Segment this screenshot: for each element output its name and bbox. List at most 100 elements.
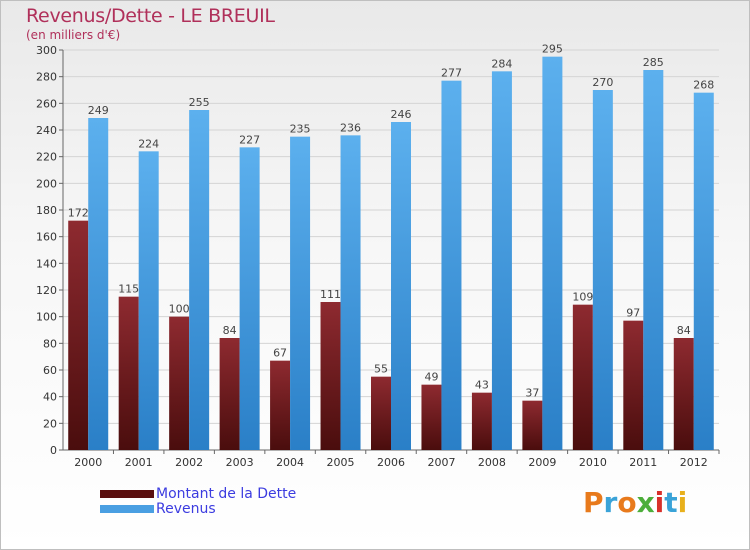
bar-dette	[421, 384, 442, 450]
logo-letter: P	[583, 486, 604, 519]
legend: Montant de la Dette Revenus	[100, 485, 297, 517]
logo-letter: r	[603, 486, 618, 519]
data-label-dette: 84	[223, 324, 237, 337]
y-tick-label: 180	[36, 204, 57, 217]
data-label-dette: 97	[626, 307, 640, 320]
bar-dette	[623, 320, 644, 450]
bars	[68, 56, 714, 451]
bar-revenus	[592, 90, 613, 450]
bar-dette	[371, 376, 391, 450]
data-labels: 172 249 115 224 100 255 84 227 67 235 111 236 55 246 4…	[68, 43, 715, 400]
data-label-dette: 111	[320, 288, 341, 301]
proxiti-logo: Proxiti	[583, 486, 687, 519]
y-tick-label: 220	[36, 151, 57, 164]
data-label-revenus: 295	[542, 43, 563, 56]
data-label-dette: 115	[118, 283, 139, 296]
bar-dette	[68, 220, 89, 450]
bar-revenus	[491, 71, 512, 450]
logo-letter: i	[654, 486, 665, 519]
bar-revenus	[239, 147, 260, 451]
data-label-dette: 49	[424, 371, 438, 384]
data-label-dette: 109	[572, 291, 593, 304]
data-label-revenus: 285	[643, 56, 664, 69]
data-label-revenus: 246	[391, 108, 412, 121]
x-tick-label: 2007	[427, 456, 455, 469]
data-label-dette: 43	[475, 379, 489, 392]
data-label-dette: 100	[169, 303, 190, 316]
bar-revenus	[340, 135, 361, 451]
data-label-revenus: 277	[441, 67, 462, 80]
x-tick-label: 2009	[528, 456, 556, 469]
y-tick-label: 60	[43, 364, 57, 377]
data-label-revenus: 284	[491, 57, 512, 70]
y-tick-label: 280	[36, 71, 57, 84]
y-tick-label: 20	[43, 417, 57, 430]
data-label-dette: 84	[677, 324, 691, 337]
x-tick-label: 2010	[579, 456, 607, 469]
x-tick-label: 2002	[175, 456, 203, 469]
bar-dette	[169, 316, 190, 450]
y-tick-label: 160	[36, 231, 57, 244]
x-tick-label: 2003	[226, 456, 254, 469]
bar-dette	[522, 400, 543, 450]
bar-revenus	[88, 118, 109, 450]
logo-letter: o	[617, 486, 637, 519]
data-label-revenus: 224	[138, 137, 159, 150]
data-label-revenus: 236	[340, 121, 361, 134]
bar-dette	[219, 338, 240, 450]
data-label-dette: 67	[273, 347, 287, 360]
x-tick-label: 2012	[680, 456, 708, 469]
bar-revenus	[391, 122, 411, 450]
legend-label-revenus: Revenus	[156, 500, 216, 517]
bar-dette	[572, 304, 593, 450]
data-label-revenus: 235	[290, 123, 311, 136]
y-tick-label: 200	[36, 177, 57, 190]
y-tick-label: 40	[43, 391, 57, 404]
data-label-revenus: 249	[88, 104, 109, 117]
y-tick-label: 260	[36, 97, 57, 110]
x-tick-label: 2006	[377, 456, 405, 469]
bar-dette	[471, 392, 492, 450]
data-label-dette: 172	[68, 207, 89, 220]
chart-title: Revenus/Dette - LE BREUIL	[26, 5, 275, 27]
bar-dette	[270, 360, 291, 450]
bar-revenus	[441, 80, 462, 451]
bar-revenus	[542, 56, 563, 451]
legend-item-revenus: Revenus	[100, 500, 296, 517]
bar-revenus	[138, 151, 159, 451]
y-tick-label: 140	[36, 257, 57, 270]
data-label-dette: 55	[374, 363, 388, 376]
bar-dette	[320, 302, 341, 450]
y-tick-label: 100	[36, 311, 57, 324]
data-label-revenus: 227	[239, 133, 260, 146]
logo-letter: x	[636, 486, 655, 519]
legend-swatch-revenus	[100, 504, 154, 513]
data-label-dette: 37	[525, 387, 539, 400]
x-tick-label: 2000	[74, 456, 102, 469]
y-tick-label: 300	[36, 44, 57, 57]
y-tick-label: 0	[50, 444, 57, 457]
bar-dette	[673, 338, 694, 450]
y-tick-label: 240	[36, 124, 57, 137]
x-tick-label: 2004	[276, 456, 304, 469]
bar-revenus	[189, 110, 210, 450]
legend-label-dette: Montant de la Dette	[156, 485, 297, 502]
bar-revenus	[643, 70, 664, 450]
data-label-revenus: 255	[189, 96, 210, 109]
x-tick-label: 2011	[629, 456, 657, 469]
y-tick-label: 120	[36, 284, 57, 297]
axes: 0 20 40 60 80 100 120 140 160 180 200 220 240 260 280 3…	[36, 44, 720, 469]
x-tick-label: 2001	[125, 456, 153, 469]
legend-swatch-dette	[100, 489, 154, 498]
x-tick-label: 2008	[478, 456, 506, 469]
logo-letter: i	[677, 486, 688, 519]
legend-item-dette: Montant de la Dette	[100, 485, 297, 502]
y-tick-label: 80	[43, 337, 57, 350]
bar-dette	[118, 296, 139, 450]
data-label-revenus: 268	[693, 79, 714, 92]
chart-subtitle: (en milliers d'€)	[26, 28, 121, 42]
bar-revenus	[693, 92, 714, 451]
logo-letter: t	[664, 486, 678, 519]
